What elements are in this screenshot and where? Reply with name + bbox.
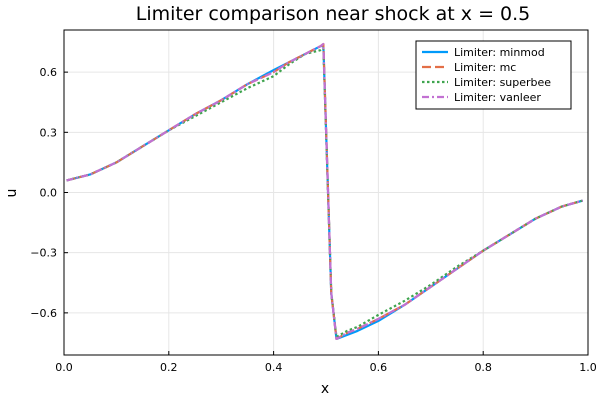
series-group: [66, 42, 584, 341]
x-axis-label: x: [321, 381, 329, 397]
x-tick-label: 0.2: [160, 361, 178, 374]
x-tick-labels: 0.0 0.2 0.4 0.6 0.8 1.0: [55, 351, 597, 374]
x-tick-label: 0.8: [474, 361, 492, 374]
x-tick-label: 1.0: [579, 361, 597, 374]
series-line-3: [66, 42, 584, 341]
y-tick-label: 0.0: [40, 187, 58, 200]
x-tick-label: 0.6: [370, 361, 388, 374]
x-tick-label: 0.0: [55, 361, 73, 374]
legend-label-1: Limiter: mc: [454, 61, 516, 74]
legend: Limiter: minmod Limiter: mc Limiter: super…: [415, 40, 572, 110]
x-tick-label: 0.4: [265, 361, 283, 374]
y-tick-label: −0.6: [30, 307, 57, 320]
y-tick-label: 0.6: [40, 66, 58, 79]
y-tick-labels: −0.6 −0.3 0.0 0.3 0.6: [30, 66, 68, 320]
chart-title: Limiter comparison near shock at x = 0.5: [136, 3, 531, 25]
legend-label-0: Limiter: minmod: [454, 46, 545, 59]
y-axis-label: u: [4, 189, 20, 198]
y-tick-label: 0.3: [40, 126, 58, 139]
y-tick-label: −0.3: [30, 247, 57, 260]
legend-label-2: Limiter: superbee: [454, 76, 551, 89]
legend-label-3: Limiter: vanleer: [454, 91, 541, 104]
